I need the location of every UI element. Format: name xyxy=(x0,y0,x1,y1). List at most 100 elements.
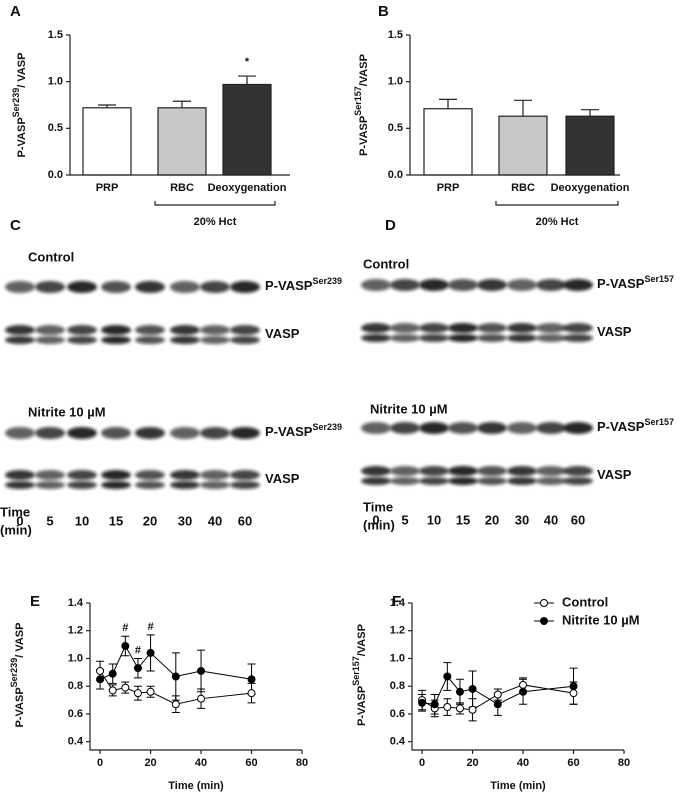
marker xyxy=(493,700,502,709)
x-tick-label: Deoxygenation xyxy=(551,182,630,194)
row-label-part: VASP xyxy=(265,326,300,341)
blot-band xyxy=(361,279,391,291)
blot-band xyxy=(448,466,478,476)
blot-band xyxy=(448,279,478,291)
marker xyxy=(519,680,528,689)
blot-band xyxy=(170,336,200,344)
marker xyxy=(171,700,180,709)
time-value: 60 xyxy=(238,513,252,528)
y-axis-label: P-VASPSer239/ VASP xyxy=(9,623,26,728)
blot-band xyxy=(448,422,478,434)
y-tick-label: 1.0 xyxy=(48,76,63,88)
blot-band xyxy=(536,477,566,485)
marker xyxy=(96,666,105,675)
marker xyxy=(133,689,142,698)
row-label-part: VASP xyxy=(597,467,632,482)
blot-band xyxy=(170,281,200,293)
blot-band xyxy=(5,336,35,344)
blot-band xyxy=(507,334,537,342)
marker xyxy=(468,684,477,693)
time-value: 60 xyxy=(571,512,585,527)
blot-band xyxy=(135,470,165,480)
blot-band xyxy=(563,279,593,291)
time-value: 5 xyxy=(401,512,408,527)
blot-band xyxy=(536,323,566,333)
blot-band xyxy=(477,422,507,434)
blot-band xyxy=(477,334,507,342)
marker xyxy=(108,669,117,678)
y-axis-label-part: Ser239 xyxy=(9,658,19,688)
blot-band xyxy=(35,481,65,489)
legend-label: Nitrite 10 µM xyxy=(562,612,640,627)
marker xyxy=(418,698,427,707)
blot-band xyxy=(170,481,200,489)
blot-band xyxy=(170,470,200,480)
row-label: VASP xyxy=(265,326,300,341)
marker xyxy=(569,682,578,691)
time-value: 20 xyxy=(485,512,499,527)
bar xyxy=(565,115,615,176)
blot-band xyxy=(170,325,200,335)
row-label-part: Ser239 xyxy=(312,422,342,432)
x-tick-label: 20 xyxy=(466,757,478,769)
row-label-part: P-VASP xyxy=(265,424,313,439)
row-label: P-VASPSer239 xyxy=(265,422,342,439)
marker xyxy=(197,666,206,675)
bracket-label: 20% Hct xyxy=(536,216,579,228)
blot-band xyxy=(35,470,65,480)
y-tick-label: 1.4 xyxy=(390,597,406,609)
marker xyxy=(443,672,452,681)
blot-band xyxy=(135,427,165,439)
time-label: Time xyxy=(363,499,393,514)
row-label-part: P-VASP xyxy=(265,278,313,293)
row-label-part: Ser157 xyxy=(644,274,674,284)
time-value: 0 xyxy=(16,513,23,528)
y-tick-label: 0.0 xyxy=(48,169,63,181)
blot-band xyxy=(507,477,537,485)
y-axis-label-part: Ser239 xyxy=(11,88,21,118)
marker xyxy=(96,675,105,684)
y-axis-label-part: /VASP xyxy=(356,624,368,656)
blot-band xyxy=(101,481,131,489)
blot-band xyxy=(390,334,420,342)
blot-band xyxy=(563,477,593,485)
panel-label: C xyxy=(10,217,21,234)
panel-label: F xyxy=(392,593,401,610)
time-value: 30 xyxy=(515,512,529,527)
row-label-part: Ser157 xyxy=(644,417,674,427)
blot-band xyxy=(5,427,35,439)
y-tick-label: 1.2 xyxy=(390,625,405,637)
row-label-part: Ser239 xyxy=(312,276,342,286)
x-tick-label: RBC xyxy=(170,182,194,194)
blot-band xyxy=(67,336,97,344)
blot-band xyxy=(67,281,97,293)
panel-label: A xyxy=(10,3,21,20)
y-axis-label-part: Ser157 xyxy=(353,86,363,116)
y-axis-label-part: Ser157 xyxy=(351,656,361,686)
marker xyxy=(443,703,452,712)
blot-band xyxy=(477,323,507,333)
blot-band xyxy=(361,323,391,333)
y-axis-label-part: / VASP xyxy=(16,53,28,88)
series-line xyxy=(99,644,252,680)
bracket xyxy=(495,201,619,206)
blot-band xyxy=(477,477,507,485)
marker xyxy=(171,672,180,681)
blot-band xyxy=(5,325,35,335)
row-label: P-VASPSer157 xyxy=(597,417,674,434)
x-tick-label: PRP xyxy=(96,182,119,194)
x-tick-label: 60 xyxy=(567,757,579,769)
time-value: 10 xyxy=(427,512,441,527)
marker xyxy=(519,687,528,696)
marker xyxy=(197,694,206,703)
legend-marker xyxy=(540,617,548,625)
row-label-part: P-VASP xyxy=(597,276,645,291)
blot-band xyxy=(200,470,230,480)
row-label-part: VASP xyxy=(597,324,632,339)
marker xyxy=(455,687,464,696)
x-tick-label: 20 xyxy=(144,757,156,769)
legend-label: Control xyxy=(562,594,608,609)
x-tick-label: Deoxygenation xyxy=(208,182,287,194)
time-value: 15 xyxy=(456,512,470,527)
